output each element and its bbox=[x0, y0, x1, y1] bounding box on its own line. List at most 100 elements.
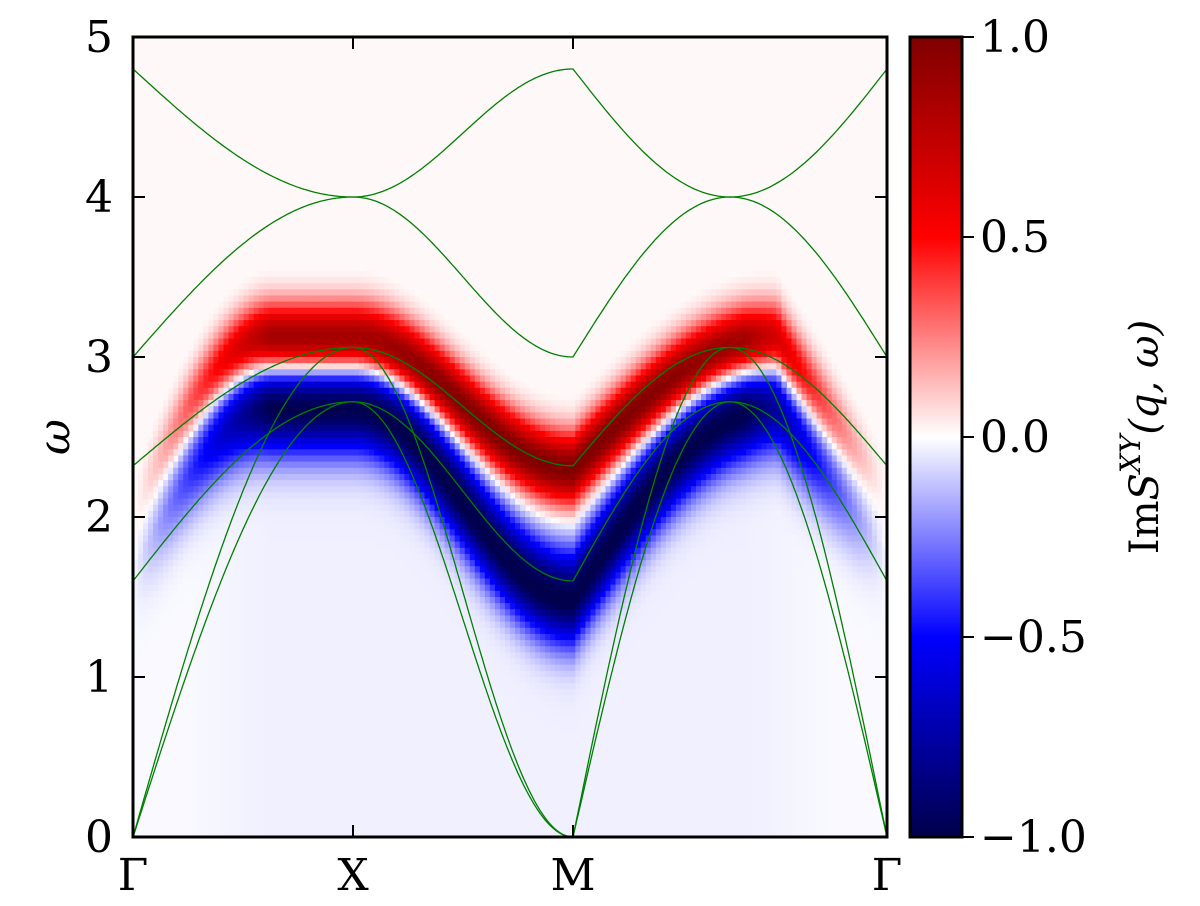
heatmap-cell bbox=[288, 393, 295, 401]
heatmap-cell bbox=[409, 793, 416, 801]
heatmap-cell bbox=[308, 492, 315, 500]
heatmap-cell bbox=[193, 775, 199, 783]
heatmap-cell bbox=[188, 640, 194, 647]
heatmap-cell bbox=[273, 744, 280, 752]
heatmap-cell bbox=[243, 769, 250, 777]
heatmap-cell bbox=[263, 332, 270, 340]
heatmap-cell bbox=[419, 400, 426, 407]
heatmap-cell bbox=[188, 486, 194, 493]
heatmap-cell bbox=[409, 523, 416, 530]
heatmap-cell bbox=[334, 744, 340, 752]
heatmap-cell bbox=[374, 658, 380, 666]
heatmap-cell bbox=[364, 818, 370, 826]
heatmap-cell bbox=[253, 283, 260, 290]
heatmap-cell bbox=[233, 412, 240, 420]
heatmap-cell bbox=[303, 707, 310, 715]
heatmap-cell bbox=[409, 437, 416, 444]
heatmap-cell bbox=[414, 301, 421, 309]
heatmap-cell bbox=[233, 658, 240, 666]
heatmap-cell bbox=[389, 313, 395, 321]
heatmap-cell bbox=[218, 486, 225, 493]
heatmap-cell bbox=[228, 812, 235, 820]
heatmap-cell bbox=[379, 566, 385, 573]
heatmap-cell bbox=[369, 375, 375, 383]
heatmap-cell bbox=[324, 313, 330, 321]
heatmap-cell bbox=[318, 677, 325, 684]
heatmap-cell bbox=[303, 695, 310, 703]
heatmap-cell bbox=[283, 424, 290, 432]
heatmap-cell bbox=[389, 510, 395, 518]
heatmap-cell bbox=[248, 461, 255, 469]
heatmap-cell bbox=[399, 775, 406, 783]
heatmap-cell bbox=[278, 664, 285, 672]
heatmap-cell bbox=[298, 800, 305, 807]
heatmap-cell bbox=[268, 400, 275, 407]
heatmap-cell bbox=[354, 818, 360, 826]
heatmap-cell bbox=[233, 824, 240, 832]
heatmap-cell bbox=[404, 437, 411, 444]
heatmap-cell bbox=[158, 517, 164, 524]
heatmap-cell bbox=[303, 670, 310, 678]
heatmap-cell bbox=[183, 486, 189, 493]
heatmap-cell bbox=[369, 437, 375, 444]
heatmap-cell bbox=[233, 578, 240, 586]
heatmap-cell bbox=[283, 301, 290, 309]
heatmap-cell bbox=[168, 633, 174, 641]
heatmap-cell bbox=[233, 363, 240, 370]
heatmap-cell bbox=[173, 793, 179, 801]
heatmap-cell bbox=[258, 572, 265, 580]
heatmap-cell bbox=[268, 732, 275, 740]
heatmap-cell bbox=[178, 627, 184, 635]
heatmap-cell bbox=[334, 695, 340, 703]
heatmap-cell bbox=[339, 720, 345, 727]
heatmap-cell bbox=[394, 824, 401, 832]
heatmap-cell bbox=[158, 824, 164, 832]
heatmap-cell bbox=[349, 695, 355, 703]
heatmap-cell bbox=[238, 689, 245, 697]
heatmap-cell bbox=[173, 406, 179, 413]
heatmap-cell bbox=[198, 726, 204, 733]
heatmap-cell bbox=[318, 350, 325, 358]
heatmap-cell bbox=[374, 683, 380, 690]
heatmap-cell bbox=[379, 289, 385, 297]
heatmap-cell bbox=[419, 486, 426, 493]
heatmap-cell bbox=[153, 572, 159, 580]
heatmap-cell bbox=[364, 633, 370, 641]
heatmap-cell bbox=[193, 744, 199, 752]
heatmap-cell bbox=[193, 701, 199, 709]
heatmap-cell bbox=[419, 424, 426, 432]
heatmap-cell bbox=[233, 627, 240, 635]
heatmap-cell bbox=[283, 486, 290, 493]
heatmap-cell bbox=[148, 473, 154, 481]
heatmap-cell bbox=[243, 689, 250, 697]
heatmap-cell bbox=[288, 326, 295, 333]
heatmap-cell bbox=[379, 529, 385, 537]
heatmap-cell bbox=[203, 640, 209, 647]
heatmap-cell bbox=[238, 424, 245, 432]
heatmap-cell bbox=[359, 486, 365, 493]
heatmap-cell bbox=[198, 683, 204, 690]
heatmap-cell bbox=[313, 769, 320, 777]
heatmap-cell bbox=[369, 578, 375, 586]
heatmap-cell bbox=[288, 787, 295, 795]
heatmap-cell bbox=[409, 713, 416, 721]
heatmap-cell bbox=[329, 689, 335, 697]
heatmap-cell bbox=[273, 523, 280, 530]
heatmap-cell bbox=[409, 726, 416, 733]
heatmap-cell bbox=[344, 677, 350, 684]
heatmap-cell bbox=[324, 418, 330, 426]
heatmap-cell bbox=[183, 578, 189, 586]
heatmap-cell bbox=[389, 504, 395, 512]
heatmap-cell bbox=[364, 800, 370, 807]
heatmap-cell bbox=[404, 609, 411, 617]
heatmap-cell bbox=[293, 720, 300, 727]
heatmap-cell bbox=[238, 455, 245, 463]
heatmap-cell bbox=[324, 473, 330, 481]
heatmap-cell bbox=[359, 553, 365, 561]
heatmap-cell bbox=[158, 800, 164, 807]
heatmap-cell bbox=[399, 707, 406, 715]
heatmap-cell bbox=[349, 793, 355, 801]
heatmap-cell bbox=[268, 443, 275, 450]
heatmap-cell bbox=[293, 443, 300, 450]
heatmap-cell bbox=[163, 418, 169, 426]
